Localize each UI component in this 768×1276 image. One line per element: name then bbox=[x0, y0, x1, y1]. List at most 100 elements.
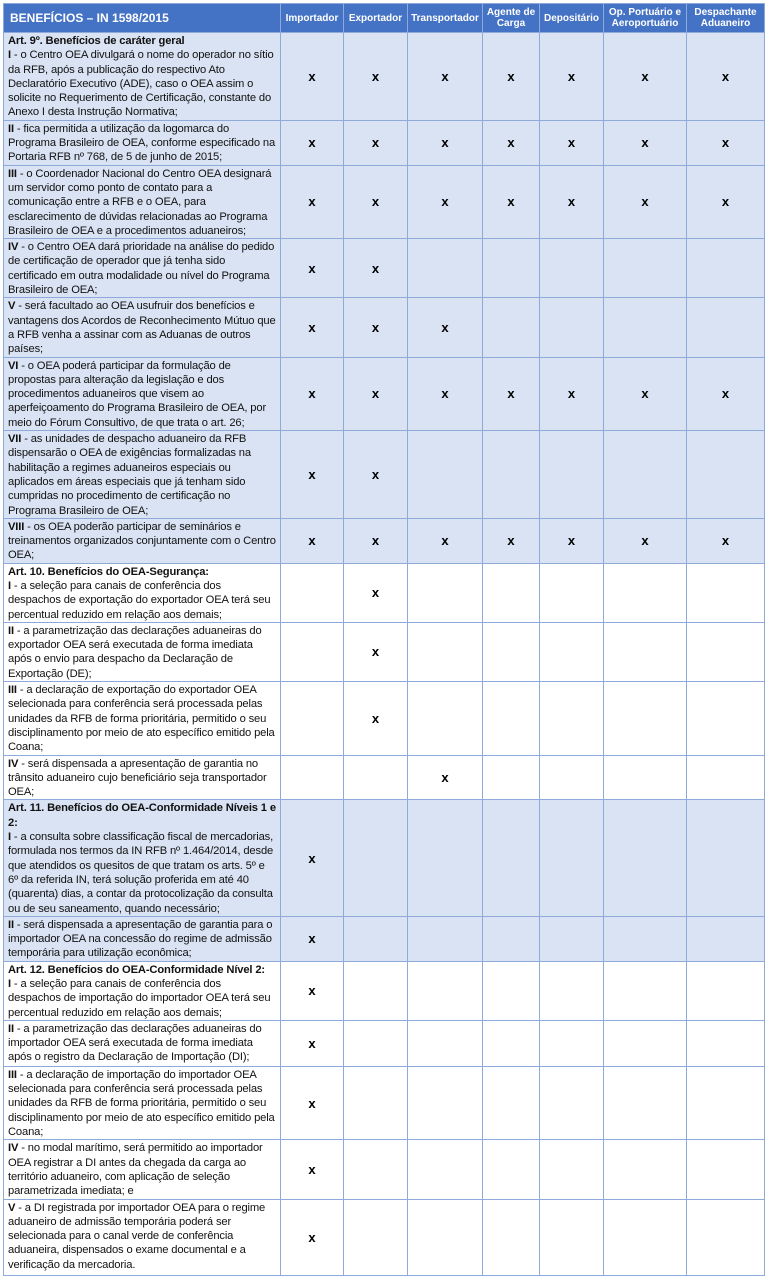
item-number: VIII bbox=[8, 520, 25, 533]
item-number: IV bbox=[8, 757, 19, 770]
applicability-mark bbox=[686, 960, 765, 1021]
benefit-text: IV - será dispensada a apresentação de g… bbox=[3, 754, 281, 801]
table-row: Art. 12. Benefícios do OEA-Conformidade … bbox=[3, 960, 765, 1021]
applicability-mark bbox=[407, 799, 483, 917]
item-description: - a consulta sobre classificação fiscal … bbox=[8, 831, 274, 915]
applicability-mark: x bbox=[539, 164, 604, 240]
item-description: - a declaração de exportação do exportad… bbox=[8, 684, 275, 754]
item-number: II bbox=[8, 122, 14, 135]
applicability-mark bbox=[603, 238, 687, 299]
item-description: - o OEA poderá participar da formulação … bbox=[8, 359, 267, 429]
applicability-mark bbox=[482, 799, 540, 917]
applicability-mark bbox=[482, 681, 540, 756]
applicability-mark bbox=[482, 915, 540, 962]
table-row: II - fica permitida a utilização da logo… bbox=[3, 119, 765, 166]
applicability-mark: x bbox=[482, 517, 540, 564]
applicability-mark: x bbox=[407, 356, 483, 432]
applicability-mark: x bbox=[539, 119, 604, 166]
applicability-mark: x bbox=[539, 356, 604, 432]
applicability-mark bbox=[407, 915, 483, 962]
item-description: - a DI registrada por importador OEA par… bbox=[8, 1201, 266, 1271]
applicability-mark bbox=[343, 754, 408, 801]
item-description: - fica permitida a utilização da logomar… bbox=[8, 122, 276, 164]
item-description: - a parametrização das declarações aduan… bbox=[8, 624, 262, 680]
applicability-mark: x bbox=[343, 119, 408, 166]
applicability-mark bbox=[539, 562, 604, 623]
table-row: V - será facultado ao OEA usufruir dos b… bbox=[3, 297, 765, 358]
applicability-mark: x bbox=[280, 1019, 344, 1067]
benefit-text: III - o Coordenador Nacional do Centro O… bbox=[3, 164, 281, 240]
applicability-mark: x bbox=[280, 356, 344, 432]
item-number: II bbox=[8, 918, 14, 931]
applicability-mark bbox=[539, 915, 604, 962]
applicability-mark bbox=[603, 621, 687, 683]
benefit-text: VIII - os OEA poderão participar de semi… bbox=[3, 517, 281, 564]
applicability-mark bbox=[482, 960, 540, 1021]
applicability-mark: x bbox=[343, 681, 408, 756]
applicability-mark: x bbox=[343, 297, 408, 358]
applicability-mark: x bbox=[686, 356, 765, 432]
applicability-mark: x bbox=[482, 119, 540, 166]
item-description: - a parametrização das declarações aduan… bbox=[8, 1022, 262, 1064]
applicability-mark bbox=[686, 621, 765, 683]
applicability-mark bbox=[280, 562, 344, 623]
applicability-mark: x bbox=[343, 562, 408, 623]
applicability-mark: x bbox=[407, 517, 483, 564]
applicability-mark: x bbox=[686, 119, 765, 166]
benefit-text: IV - o Centro OEA dará prioridade na aná… bbox=[3, 238, 281, 299]
benefit-text: VII - as unidades de despacho aduaneiro … bbox=[3, 430, 281, 519]
table-row: IV - no modal marítimo, será permitido a… bbox=[3, 1139, 765, 1200]
column-header: Transportador bbox=[407, 3, 483, 33]
table-row: Art. 9º. Benefícios de caráter geral I - … bbox=[3, 32, 765, 121]
table-row: II - será dispensada a apresentação de g… bbox=[3, 915, 765, 962]
applicability-mark bbox=[603, 1139, 687, 1200]
applicability-mark: x bbox=[280, 1065, 344, 1141]
table-row: V - a DI registrada por importador OEA p… bbox=[3, 1198, 765, 1276]
applicability-mark bbox=[603, 430, 687, 519]
applicability-mark bbox=[686, 1065, 765, 1141]
applicability-mark bbox=[603, 562, 687, 623]
table-row: II - a parametrização das declarações ad… bbox=[3, 621, 765, 683]
applicability-mark bbox=[686, 297, 765, 358]
applicability-mark: x bbox=[280, 32, 344, 121]
applicability-mark: x bbox=[280, 960, 344, 1021]
applicability-mark bbox=[482, 1065, 540, 1141]
item-number: V bbox=[8, 1201, 16, 1214]
applicability-mark: x bbox=[280, 238, 344, 299]
table-row: VIII - os OEA poderão participar de semi… bbox=[3, 517, 765, 564]
applicability-mark bbox=[603, 960, 687, 1021]
article-heading: Art. 11. Benefícios do OEA-Conformidade … bbox=[8, 802, 276, 829]
benefit-text: VI - o OEA poderá participar da formulaç… bbox=[3, 356, 281, 432]
applicability-mark: x bbox=[539, 32, 604, 121]
applicability-mark: x bbox=[280, 430, 344, 519]
column-header: Exportador bbox=[343, 3, 408, 33]
applicability-mark bbox=[482, 754, 540, 801]
item-number: VI bbox=[8, 359, 19, 372]
applicability-mark bbox=[539, 960, 604, 1021]
table-row: Art. 10. Benefícios do OEA-Segurança: I -… bbox=[3, 562, 765, 623]
applicability-mark: x bbox=[407, 32, 483, 121]
applicability-mark bbox=[482, 1019, 540, 1067]
applicability-mark bbox=[686, 799, 765, 917]
applicability-mark bbox=[407, 681, 483, 756]
applicability-mark bbox=[407, 562, 483, 623]
applicability-mark: x bbox=[343, 517, 408, 564]
applicability-mark: x bbox=[407, 754, 483, 801]
applicability-mark: x bbox=[343, 164, 408, 240]
applicability-mark bbox=[539, 1065, 604, 1141]
applicability-mark bbox=[539, 754, 604, 801]
applicability-mark: x bbox=[482, 164, 540, 240]
applicability-mark bbox=[686, 1139, 765, 1200]
table-row: III - o Coordenador Nacional do Centro O… bbox=[3, 164, 765, 240]
applicability-mark: x bbox=[482, 32, 540, 121]
item-number: IV bbox=[8, 1142, 19, 1155]
benefit-text: V - será facultado ao OEA usufruir dos b… bbox=[3, 297, 281, 358]
applicability-mark: x bbox=[343, 356, 408, 432]
applicability-mark: x bbox=[343, 238, 408, 299]
applicability-mark bbox=[280, 754, 344, 801]
benefit-text: Art. 11. Benefícios do OEA-Conformidade … bbox=[3, 799, 281, 917]
applicability-mark: x bbox=[603, 164, 687, 240]
column-header: Op. Portuário e Aeroportuário bbox=[603, 3, 687, 33]
article-heading: Art. 9º. Benefícios de caráter geral bbox=[8, 35, 185, 47]
applicability-mark bbox=[686, 562, 765, 623]
